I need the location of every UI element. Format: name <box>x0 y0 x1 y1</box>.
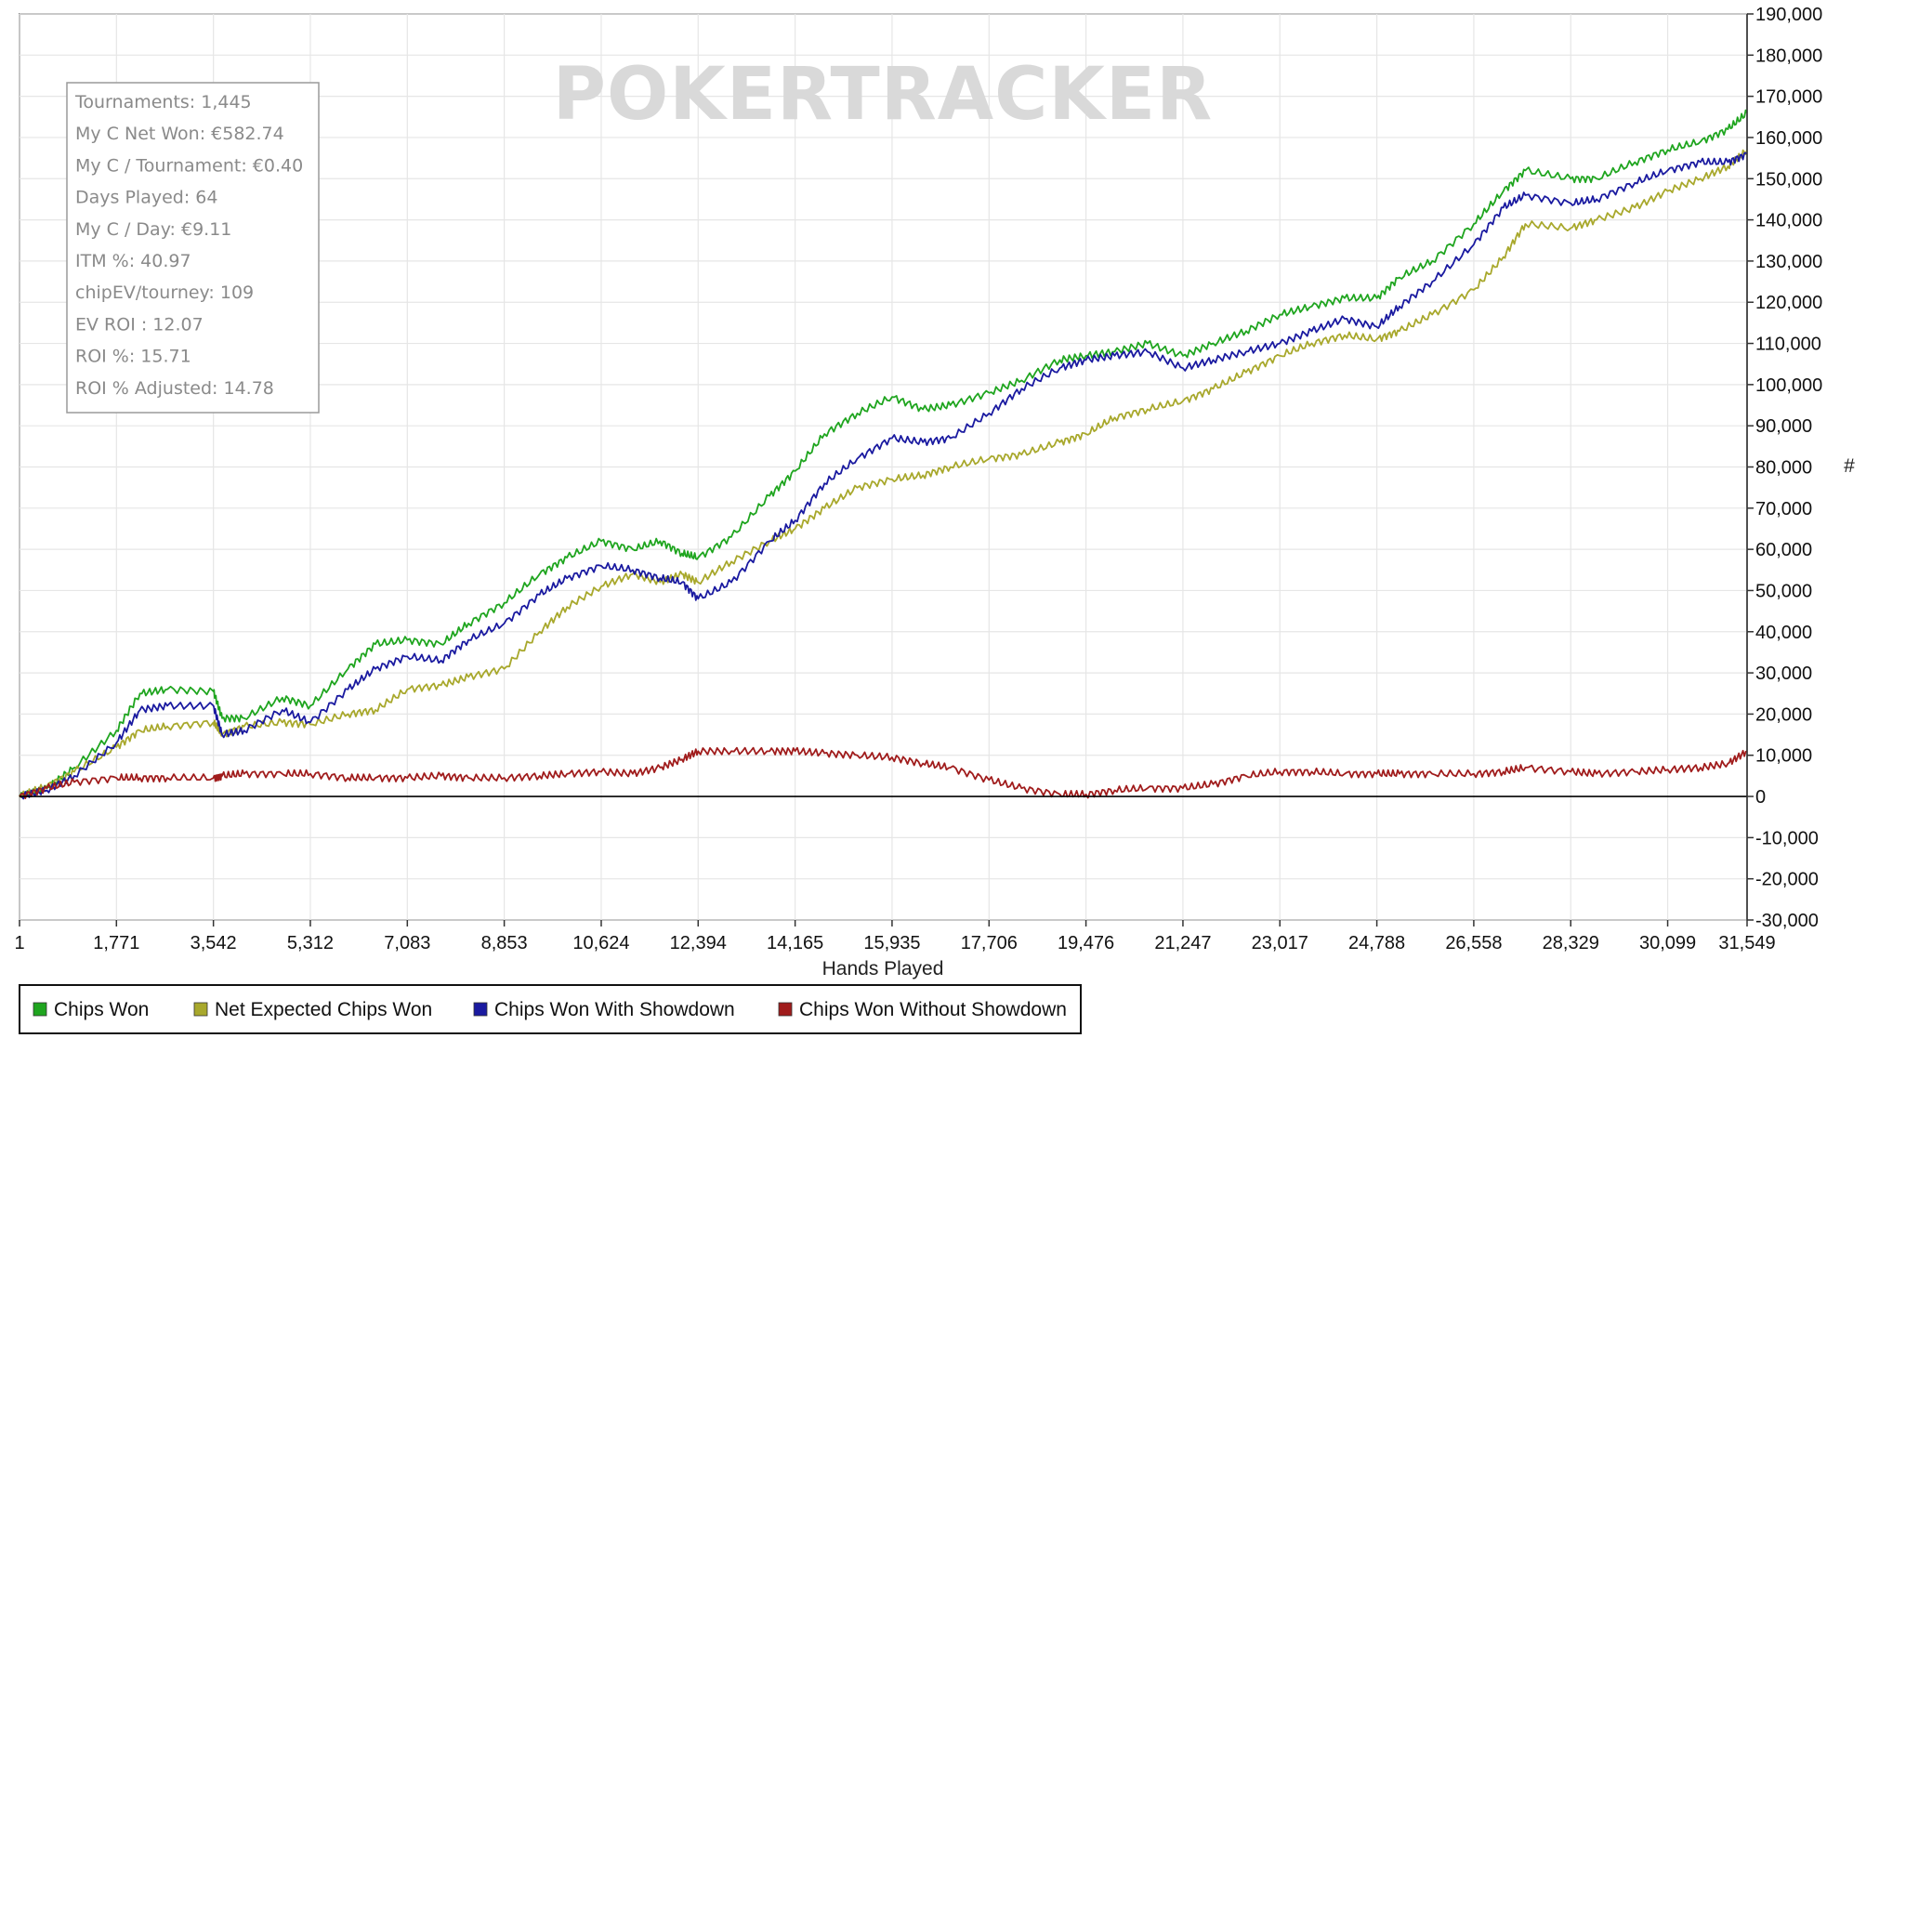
x-tick-label: 12,394 <box>670 933 727 953</box>
legend-label: Net Expected Chips Won <box>215 999 432 1020</box>
y-tick-label: 50,000 <box>1755 581 1812 601</box>
x-tick-label: 31,549 <box>1718 933 1775 953</box>
legend-swatch <box>193 1002 208 1017</box>
stats-line: Days Played: 64 <box>75 188 217 208</box>
series-line-chips-won <box>19 109 1748 800</box>
x-tick-label: 3,542 <box>191 933 237 953</box>
y-tick-label: 150,000 <box>1755 169 1822 190</box>
legend-label: Chips Won Without Showdown <box>799 999 1067 1020</box>
x-tick-label: 23,017 <box>1252 933 1308 953</box>
x-tick-label: 28,329 <box>1543 933 1599 953</box>
stats-line: My C / Day: €9.11 <box>75 219 231 240</box>
y-tick-label: 60,000 <box>1755 540 1812 560</box>
series-lines <box>19 109 1748 800</box>
legend-swatch <box>33 1002 47 1017</box>
y-axis: 190,000 180,000 170,000 160,000 150,000 140,0… <box>1746 5 1822 931</box>
x-tick-label: 10,624 <box>572 933 629 953</box>
y-tick-label: 30,000 <box>1755 664 1812 684</box>
x-tick-label: 1 <box>14 933 24 953</box>
legend-label: Chips Won With Showdown <box>494 999 735 1020</box>
x-tick-label: 14,165 <box>767 933 823 953</box>
stats-line: ROI % Adjusted: 14.78 <box>75 378 274 399</box>
stats-line: ROI %: 15.71 <box>75 347 191 367</box>
x-tick-label: 21,247 <box>1154 933 1211 953</box>
y-tick-label: -30,000 <box>1755 911 1819 931</box>
stats-lines: Tournaments: 1,445 My C Net Won: €582.74 M… <box>74 92 303 399</box>
x-tick-label: 8,853 <box>481 933 528 953</box>
stats-box: Tournaments: 1,445 My C Net Won: €582.74 M… <box>66 82 320 414</box>
y-tick-label: 40,000 <box>1755 623 1812 643</box>
x-tick-label: 15,935 <box>863 933 920 953</box>
y-tick-label: 190,000 <box>1755 5 1822 25</box>
legend-items: Chips Won Net Expected Chips Won Chips Won… <box>33 999 1067 1020</box>
stats-line: EV ROI : 12.07 <box>75 314 204 335</box>
y-tick-label: 170,000 <box>1755 87 1822 108</box>
x-axis-title: Hands Played <box>822 958 944 979</box>
y-unit-marker: # <box>1844 455 1855 477</box>
y-tick-label: 180,000 <box>1755 46 1822 66</box>
x-tick-label: 30,099 <box>1639 933 1696 953</box>
x-tick-label: 5,312 <box>287 933 334 953</box>
x-axis: 1 1,771 3,542 5,312 7,083 8,853 10,624 12,394 14… <box>14 920 1776 953</box>
legend-label: Chips Won <box>54 999 149 1020</box>
x-tick-label: 17,706 <box>961 933 1018 953</box>
stats-line: Tournaments: 1,445 <box>74 92 252 112</box>
legend-swatch <box>778 1002 793 1017</box>
y-tick-label: 10,000 <box>1755 746 1812 767</box>
y-tick-label: 80,000 <box>1755 458 1812 479</box>
series-line-without-showdown <box>19 746 1748 799</box>
x-tick-label: 26,558 <box>1445 933 1502 953</box>
y-tick-label: -20,000 <box>1755 870 1819 890</box>
x-tick-label: 19,476 <box>1058 933 1114 953</box>
legend: Chips Won Net Expected Chips Won Chips Won… <box>19 984 1082 1034</box>
stats-line: ITM %: 40.97 <box>75 251 191 271</box>
x-tick-label: 7,083 <box>384 933 430 953</box>
y-tick-label: 0 <box>1755 787 1766 808</box>
y-tick-label: -10,000 <box>1755 828 1819 848</box>
y-tick-label: 120,000 <box>1755 293 1822 313</box>
stats-line: My C Net Won: €582.74 <box>75 124 284 144</box>
y-tick-label: 130,000 <box>1755 252 1822 272</box>
x-tick-label: 24,788 <box>1348 933 1405 953</box>
x-tick-label: 1,771 <box>93 933 139 953</box>
y-tick-label: 90,000 <box>1755 416 1812 437</box>
stats-line: My C / Tournament: €0.40 <box>75 155 303 176</box>
y-tick-label: 100,000 <box>1755 375 1822 396</box>
series-line-with-showdown <box>19 151 1748 800</box>
y-tick-label: 20,000 <box>1755 704 1812 725</box>
y-tick-label: 110,000 <box>1755 335 1821 355</box>
y-tick-label: 160,000 <box>1755 128 1822 149</box>
stats-line: chipEV/tourney: 109 <box>75 283 254 303</box>
y-tick-label: 140,000 <box>1755 211 1822 231</box>
legend-swatch <box>473 1002 488 1017</box>
series-line-net-expected <box>19 149 1748 798</box>
stats-box-frame <box>66 82 320 414</box>
pokertracker-watermark: POKERTRACKER <box>553 53 1213 137</box>
y-tick-label: 70,000 <box>1755 499 1812 519</box>
